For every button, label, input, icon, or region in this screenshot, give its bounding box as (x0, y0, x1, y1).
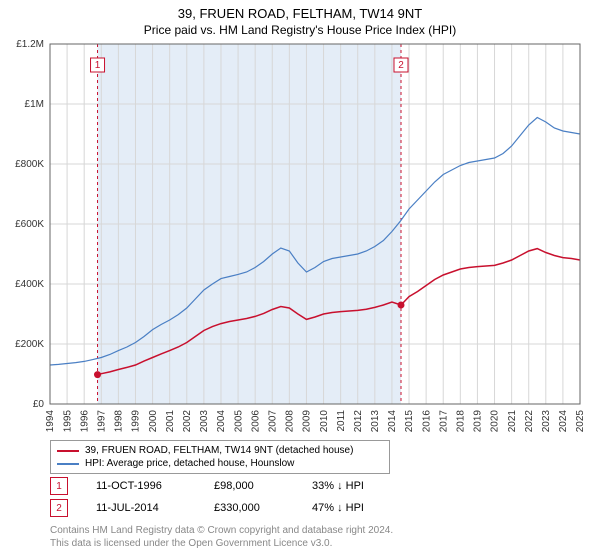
credit-line2: This data is licensed under the Open Gov… (50, 537, 580, 550)
svg-text:1998: 1998 (114, 410, 125, 433)
sale-pct-vs-hpi: 33% ↓ HPI (312, 480, 364, 492)
svg-text:2003: 2003 (199, 410, 210, 433)
svg-text:£0: £0 (33, 399, 45, 410)
credit-text: Contains HM Land Registry data © Crown c… (50, 518, 580, 550)
legend-sales-rows: 1 11-OCT-1996 £98,000 33% ↓ HPI 2 11-JUL-2014… (50, 474, 580, 518)
svg-text:£1M: £1M (25, 99, 44, 110)
svg-text:£600K: £600K (15, 219, 44, 230)
svg-text:2009: 2009 (302, 410, 313, 433)
chart-title-line1: 39, FRUEN ROAD, FELTHAM, TW14 9NT (0, 0, 600, 21)
sale-number-box: 2 (50, 499, 68, 517)
sale-row: 2 11-JUL-2014 £330,000 47% ↓ HPI (50, 496, 580, 518)
svg-text:2012: 2012 (353, 410, 364, 433)
chart-svg: £0£200K£400K£600K£800K£1M£1.2M1994199519… (50, 44, 580, 404)
svg-text:2015: 2015 (404, 410, 415, 433)
legend-series-row: 39, FRUEN ROAD, FELTHAM, TW14 9NT (detac… (57, 444, 383, 457)
svg-text:1997: 1997 (96, 410, 107, 433)
chart-plot: £0£200K£400K£600K£800K£1M£1.2M1994199519… (50, 44, 580, 404)
svg-text:2013: 2013 (370, 410, 381, 433)
svg-text:£200K: £200K (15, 339, 44, 350)
legend-series-label: 39, FRUEN ROAD, FELTHAM, TW14 9NT (detac… (85, 445, 353, 456)
svg-text:2: 2 (398, 60, 404, 71)
svg-text:2014: 2014 (387, 410, 398, 433)
svg-text:2020: 2020 (490, 410, 501, 433)
svg-text:1995: 1995 (62, 410, 73, 433)
svg-text:2025: 2025 (575, 410, 586, 433)
svg-text:2018: 2018 (456, 410, 467, 433)
legend-series-row: HPI: Average price, detached house, Houn… (57, 457, 383, 470)
sale-number-box: 1 (50, 477, 68, 495)
svg-text:2008: 2008 (285, 410, 296, 433)
svg-text:£800K: £800K (15, 159, 44, 170)
svg-text:2023: 2023 (541, 410, 552, 433)
svg-text:2007: 2007 (267, 410, 278, 433)
svg-text:2021: 2021 (507, 410, 518, 433)
svg-text:£400K: £400K (15, 279, 44, 290)
sale-date: 11-OCT-1996 (96, 480, 186, 492)
sale-price: £98,000 (214, 480, 284, 492)
legend-series-box: 39, FRUEN ROAD, FELTHAM, TW14 9NT (detac… (50, 440, 390, 474)
svg-text:2011: 2011 (336, 410, 347, 432)
sale-row: 1 11-OCT-1996 £98,000 33% ↓ HPI (50, 474, 580, 496)
sale-price: £330,000 (214, 502, 284, 514)
svg-text:£1.2M: £1.2M (16, 39, 44, 50)
legend-series-label: HPI: Average price, detached house, Houn… (85, 458, 294, 469)
svg-text:2006: 2006 (250, 410, 261, 433)
svg-text:1999: 1999 (131, 410, 142, 433)
chart-title-line2: Price paid vs. HM Land Registry's House … (0, 21, 600, 37)
svg-text:2010: 2010 (319, 410, 330, 433)
legend-region: 39, FRUEN ROAD, FELTHAM, TW14 9NT (detac… (50, 440, 580, 550)
svg-text:2024: 2024 (558, 410, 569, 433)
svg-text:2001: 2001 (165, 410, 176, 433)
svg-text:2004: 2004 (216, 410, 227, 433)
svg-text:2005: 2005 (233, 410, 244, 433)
legend-swatch (57, 450, 79, 452)
svg-text:1994: 1994 (45, 410, 56, 433)
legend-swatch (57, 463, 79, 465)
svg-text:2022: 2022 (524, 410, 535, 433)
svg-text:2000: 2000 (148, 410, 159, 433)
credit-line1: Contains HM Land Registry data © Crown c… (50, 524, 580, 537)
sale-date: 11-JUL-2014 (96, 502, 186, 514)
svg-text:2017: 2017 (438, 410, 449, 433)
svg-text:2016: 2016 (421, 410, 432, 433)
svg-text:1: 1 (95, 60, 101, 71)
sale-pct-vs-hpi: 47% ↓ HPI (312, 502, 364, 514)
svg-text:2019: 2019 (473, 410, 484, 433)
svg-text:1996: 1996 (79, 410, 90, 433)
svg-text:2002: 2002 (182, 410, 193, 433)
